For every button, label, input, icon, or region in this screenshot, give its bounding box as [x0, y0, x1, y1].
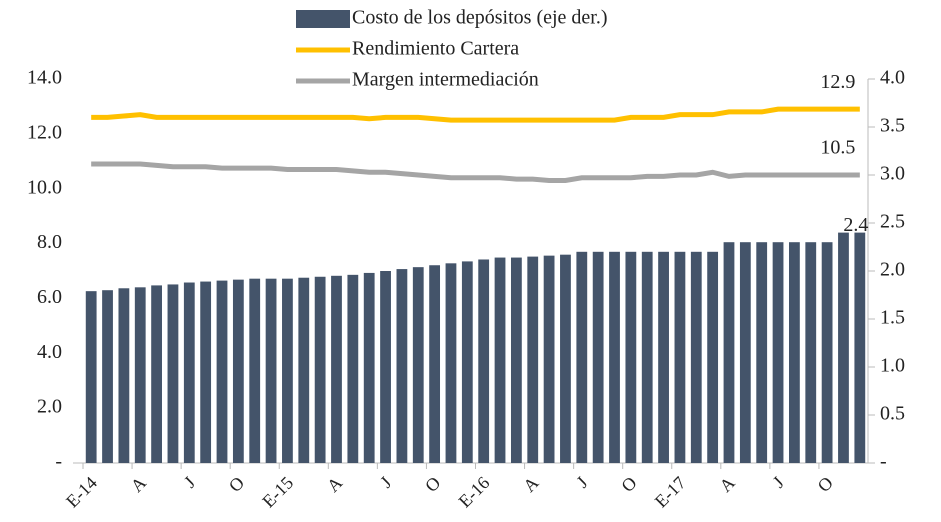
bar — [707, 251, 719, 463]
bar — [412, 267, 424, 463]
bar — [543, 255, 555, 463]
line — [91, 106, 860, 123]
y-tick-label: 10.0 — [27, 176, 62, 198]
bar — [249, 278, 261, 463]
x-tick-label: E-15 — [258, 473, 297, 512]
y2-tick-label: 1.5 — [880, 307, 905, 329]
x-tick-label: O — [225, 473, 248, 496]
x-tick-label: A — [715, 473, 738, 496]
y-tick-label: 4.0 — [37, 341, 62, 363]
bar — [314, 276, 326, 463]
x-tick-label: O — [421, 473, 444, 496]
y-tick-label: 2.0 — [37, 396, 62, 418]
bar — [216, 280, 228, 463]
y-tick-label: - — [55, 451, 62, 473]
bar — [527, 256, 539, 463]
y2-tick-label: 0.5 — [880, 403, 905, 425]
bar — [609, 251, 620, 463]
bar — [494, 257, 506, 463]
y2-tick-label: 4.0 — [880, 67, 905, 89]
bar — [625, 251, 637, 463]
x-tick-label: A — [323, 473, 346, 496]
bar — [134, 287, 146, 463]
x-tick-label: J — [376, 473, 395, 492]
legend-label: Rendimiento Cartera — [352, 38, 519, 60]
y-tick-label: 6.0 — [37, 286, 62, 308]
x-tick-label: J — [572, 473, 591, 492]
y2-tick-label: 3.5 — [880, 115, 905, 137]
bar — [592, 251, 604, 463]
bar — [560, 254, 571, 463]
bar — [478, 259, 490, 463]
data-label: 2.4 — [843, 214, 868, 236]
data-label: 10.5 — [820, 137, 855, 159]
data-label: 12.9 — [820, 71, 855, 93]
bar — [118, 288, 130, 463]
bar — [429, 265, 441, 463]
y-tick-label: 12.0 — [27, 121, 62, 143]
x-tick-label: E-16 — [455, 473, 494, 512]
bar — [658, 251, 669, 463]
x-tick-label: O — [814, 473, 837, 496]
y2-tick-label: 2.5 — [880, 211, 905, 233]
bar — [510, 257, 522, 463]
x-tick-label: J — [769, 473, 788, 492]
bar — [183, 282, 195, 463]
bar — [232, 279, 244, 463]
bar — [265, 278, 277, 463]
bar — [723, 242, 735, 463]
x-tick-label: E-14 — [62, 473, 101, 512]
x-tick-label: J — [180, 473, 199, 492]
bar — [641, 251, 653, 463]
x-tick-label: O — [617, 473, 640, 496]
bar — [298, 277, 310, 463]
x-tick-label: A — [519, 473, 542, 496]
y2-tick-label: 2.0 — [880, 259, 905, 281]
bar — [854, 232, 866, 463]
y-tick-label: 14.0 — [27, 67, 62, 89]
y2-tick-label: - — [880, 451, 887, 473]
bar — [789, 242, 800, 463]
bar — [805, 242, 817, 463]
bar — [363, 272, 375, 463]
bar — [151, 285, 162, 463]
bar — [674, 251, 686, 463]
bar — [282, 278, 293, 463]
bar — [821, 242, 833, 463]
bar — [102, 290, 113, 463]
bar — [445, 263, 457, 463]
line — [91, 161, 860, 183]
legend-swatch — [296, 10, 350, 28]
y-tick-label: 8.0 — [37, 231, 62, 253]
bar — [772, 242, 784, 463]
bar — [690, 251, 702, 463]
bar — [396, 269, 408, 463]
bar — [167, 284, 179, 463]
bar — [331, 275, 342, 463]
y2-tick-label: 3.0 — [880, 163, 905, 185]
y2-tick-label: 1.0 — [880, 355, 905, 377]
bar — [576, 251, 588, 463]
x-tick-label: E-17 — [651, 473, 690, 512]
bar — [739, 242, 751, 463]
bar — [200, 281, 212, 463]
bar — [756, 242, 768, 463]
bar — [380, 271, 391, 463]
bar — [838, 232, 849, 463]
x-tick-label: A — [127, 473, 150, 496]
legend-label: Costo de los depósitos (eje der.) — [352, 7, 608, 29]
legend-label: Margen intermediación — [352, 69, 539, 91]
bar — [347, 274, 359, 463]
bar — [85, 291, 97, 463]
bar — [461, 261, 473, 463]
